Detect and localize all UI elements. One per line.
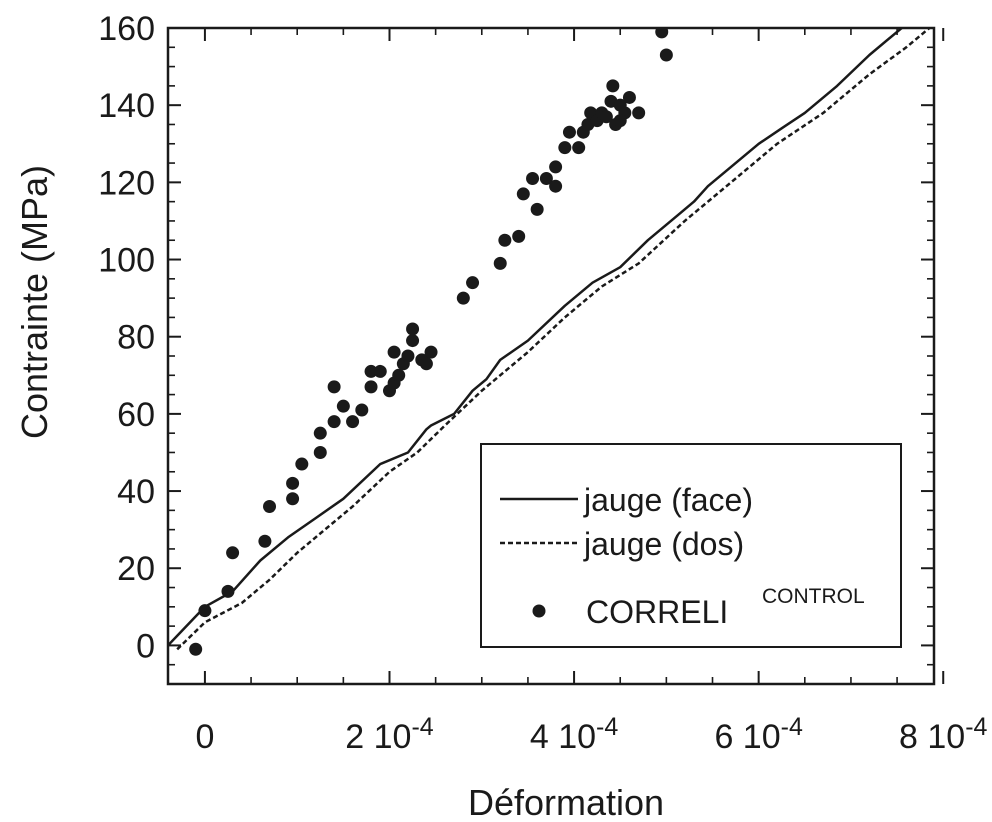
data-point-correli bbox=[226, 546, 240, 560]
x-tick-label-mantissa: 2 10 bbox=[345, 718, 411, 756]
data-point-correli bbox=[622, 90, 636, 104]
data-point-correli bbox=[263, 499, 277, 513]
y-tick-label: 100 bbox=[98, 242, 155, 280]
y-tick-label: 160 bbox=[98, 10, 155, 48]
y-tick-label: 0 bbox=[136, 627, 155, 665]
x-tick-label: 8 10-4 bbox=[899, 713, 988, 756]
data-point-correli bbox=[539, 171, 553, 185]
legend-label-correli: CORRELI bbox=[586, 594, 728, 630]
data-point-correli bbox=[295, 457, 309, 471]
data-point-correli bbox=[512, 229, 526, 243]
data-point-correli bbox=[466, 276, 480, 290]
data-point-correli bbox=[401, 349, 415, 363]
data-point-correli bbox=[189, 642, 203, 656]
data-point-correli bbox=[364, 364, 378, 378]
data-point-correli bbox=[655, 28, 669, 39]
data-point-correli bbox=[456, 291, 470, 305]
data-point-correli bbox=[406, 322, 420, 336]
data-point-correli bbox=[373, 364, 387, 378]
x-tick-label-exponent: -4 bbox=[596, 713, 618, 741]
y-tick-label: 80 bbox=[117, 319, 155, 357]
y-tick-label: 20 bbox=[117, 550, 155, 588]
data-point-correli bbox=[327, 380, 341, 394]
y-tick-label: 140 bbox=[98, 87, 155, 125]
data-point-correli bbox=[313, 426, 327, 440]
data-point-correli bbox=[613, 114, 627, 128]
data-point-correli bbox=[549, 179, 563, 193]
series-line-face bbox=[168, 28, 903, 647]
y-axis-title: Contrainte (MPa) bbox=[14, 165, 55, 439]
data-point-correli bbox=[498, 233, 512, 247]
data-point-correli bbox=[419, 357, 433, 371]
data-point-correli bbox=[606, 79, 620, 93]
data-point-correli bbox=[221, 584, 235, 598]
x-tick-label-mantissa: 6 10 bbox=[714, 718, 780, 756]
plot-frame bbox=[166, 26, 936, 686]
legend-label-correli-sup: CONTROL bbox=[762, 585, 865, 608]
legend: jauge (face) jauge (dos) CORRELI CONTROL bbox=[480, 443, 902, 648]
data-point-correli bbox=[346, 415, 360, 429]
x-tick-label: 0 bbox=[195, 718, 214, 756]
data-point-correli bbox=[336, 399, 350, 413]
data-point-correli bbox=[572, 141, 586, 155]
legend-box bbox=[480, 443, 902, 648]
data-point-correli bbox=[258, 534, 272, 548]
y-tick-label: 40 bbox=[117, 473, 155, 511]
x-tick-label-exponent: -4 bbox=[965, 713, 987, 741]
y-tick-label: 60 bbox=[117, 396, 155, 434]
x-axis-title: Déformation bbox=[468, 782, 664, 822]
data-point-correli bbox=[355, 403, 369, 417]
legend-label-dos: jauge (dos) bbox=[583, 526, 744, 562]
plot-area bbox=[168, 28, 931, 656]
data-point-correli bbox=[387, 345, 401, 359]
data-point-correli bbox=[659, 48, 673, 62]
data-point-correli bbox=[558, 141, 572, 155]
data-point-correli bbox=[286, 492, 300, 506]
y-tick-label: 120 bbox=[98, 164, 155, 202]
x-tick-label: 2 10-4 bbox=[345, 713, 434, 756]
x-tick-label-exponent: -4 bbox=[781, 713, 803, 741]
data-point-correli bbox=[530, 202, 544, 216]
data-point-correli bbox=[493, 256, 507, 270]
data-point-correli bbox=[286, 476, 300, 490]
data-point-correli bbox=[549, 160, 563, 174]
x-tick-label: 6 10-4 bbox=[714, 713, 803, 756]
data-point-correli bbox=[392, 368, 406, 382]
x-tick-label-exponent: -4 bbox=[411, 713, 433, 741]
data-point-correli bbox=[526, 171, 540, 185]
data-point-correli bbox=[599, 110, 613, 124]
data-point-correli bbox=[406, 334, 420, 348]
data-point-correli bbox=[632, 106, 646, 120]
legend-label-face: jauge (face) bbox=[583, 482, 753, 518]
data-point-correli bbox=[516, 187, 530, 201]
x-tick-label-mantissa: 4 10 bbox=[530, 718, 596, 756]
x-tick-label-mantissa: 8 10 bbox=[899, 718, 965, 756]
data-point-correli bbox=[424, 345, 438, 359]
legend-marker-correli-icon bbox=[532, 604, 546, 618]
data-point-correli bbox=[327, 415, 341, 429]
data-point-correli bbox=[198, 604, 212, 618]
data-point-correli bbox=[562, 125, 576, 139]
x-tick-label: 4 10-4 bbox=[530, 713, 619, 756]
data-point-correli bbox=[364, 380, 378, 394]
data-point-correli bbox=[313, 445, 327, 459]
